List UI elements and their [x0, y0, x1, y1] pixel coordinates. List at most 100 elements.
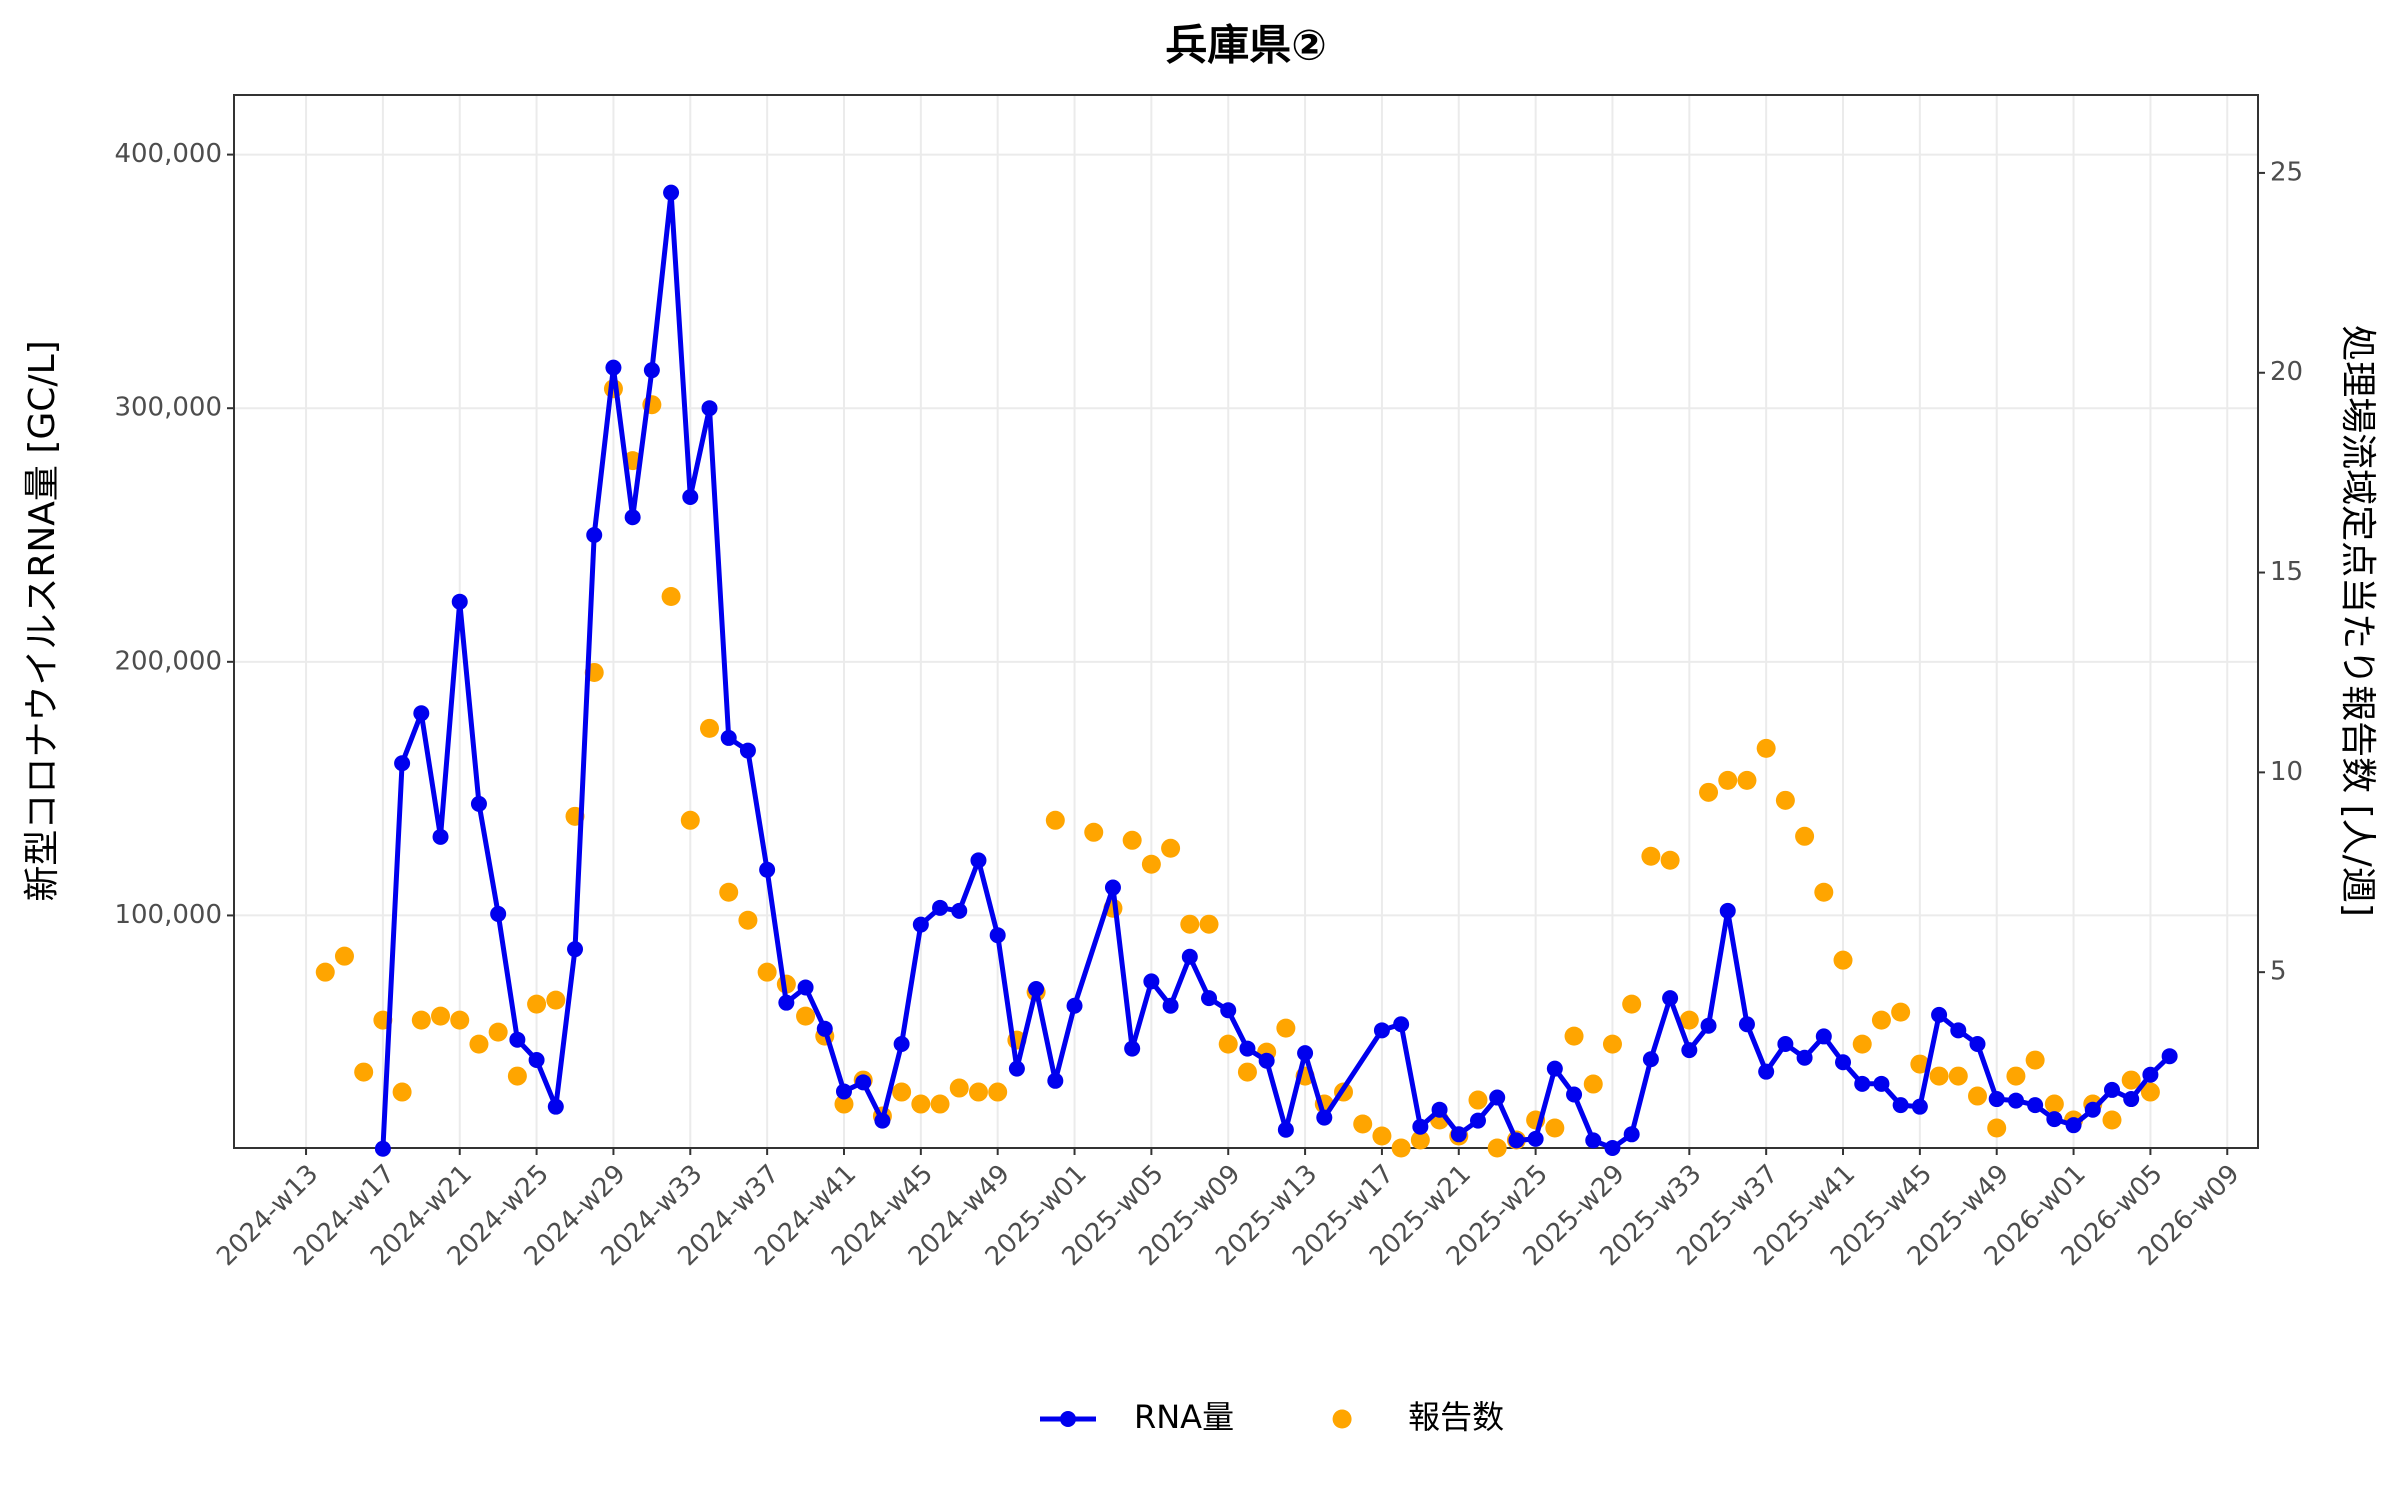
rna-point	[1258, 1052, 1275, 1069]
rna-point	[2084, 1101, 2101, 1118]
report-point	[949, 1078, 969, 1098]
rna-point	[932, 899, 949, 916]
rna-point	[663, 184, 680, 201]
rna-point	[490, 905, 507, 922]
rna-point	[1854, 1075, 1871, 1092]
rna-point	[701, 400, 718, 417]
rna-point	[1969, 1036, 1986, 1053]
report-point	[1948, 1066, 1968, 1086]
report-point	[1583, 1074, 1603, 1094]
legend-label: 報告数	[1408, 1398, 1504, 1436]
report-point	[1737, 770, 1757, 790]
rna-point	[1738, 1016, 1755, 1033]
report-point	[1141, 854, 1161, 874]
report-point	[1852, 1034, 1872, 1054]
y2-tick-label: 10	[2270, 757, 2303, 787]
rna-point	[682, 488, 699, 505]
report-point	[354, 1062, 374, 1082]
rna-point	[2046, 1111, 2063, 1128]
report-point	[1679, 1010, 1699, 1030]
rna-point	[1623, 1126, 1640, 1143]
rna-point	[547, 1098, 564, 1115]
rna-point	[720, 729, 737, 746]
report-point	[1795, 826, 1815, 846]
report-point	[1891, 1002, 1911, 1022]
rna-point	[1950, 1022, 1967, 1039]
rna-point	[1124, 1040, 1141, 1057]
report-point	[968, 1082, 988, 1102]
rna-point	[855, 1074, 872, 1091]
rna-point	[1662, 990, 1679, 1007]
report-point	[1372, 1126, 1392, 1146]
rna-point	[951, 902, 968, 919]
y2-tick-label: 5	[2270, 957, 2287, 987]
y-axis-title: 新型コロナウイルスRNA量 [GC/L]	[22, 340, 63, 901]
report-point	[1814, 882, 1834, 902]
report-point	[469, 1034, 489, 1054]
rna-point	[1758, 1063, 1775, 1080]
rna-point	[2161, 1048, 2178, 1065]
legend-label: RNA量	[1134, 1398, 1234, 1436]
report-point	[1161, 838, 1181, 858]
rna-point	[1719, 902, 1736, 919]
rna-point	[797, 979, 814, 996]
chart-title: 兵庫県②	[1165, 21, 1327, 70]
report-point	[1410, 1130, 1430, 1150]
rna-point	[989, 927, 1006, 944]
rna-point	[1450, 1126, 1467, 1143]
report-point	[1929, 1066, 1949, 1086]
report-point	[2102, 1110, 2122, 1130]
rna-point	[1527, 1130, 1544, 1147]
report-point	[546, 990, 566, 1010]
report-point	[1276, 1018, 1296, 1038]
rna-point	[1931, 1006, 1948, 1023]
report-point	[450, 1010, 470, 1030]
report-point	[1718, 770, 1738, 790]
report-point	[796, 1006, 816, 1026]
report-point	[1487, 1138, 1507, 1158]
report-point	[1756, 738, 1776, 758]
rna-point	[643, 362, 660, 379]
report-point	[1468, 1090, 1488, 1110]
report-point	[1353, 1114, 1373, 1134]
rna-point	[1777, 1036, 1794, 1053]
report-point	[392, 1082, 412, 1102]
report-point	[1871, 1010, 1891, 1030]
report-point	[988, 1082, 1008, 1102]
rna-point	[586, 527, 603, 544]
rna-point	[778, 994, 795, 1011]
rna-point	[970, 852, 987, 869]
y2-tick-label: 20	[2270, 357, 2303, 387]
rna-point	[759, 861, 776, 878]
rna-point	[1277, 1121, 1294, 1138]
rna-point	[624, 509, 641, 526]
report-point	[488, 1022, 508, 1042]
rna-point	[835, 1083, 852, 1100]
rna-point	[1047, 1072, 1064, 1089]
rna-point	[1297, 1045, 1314, 1062]
report-point	[757, 962, 777, 982]
report-point	[315, 962, 335, 982]
rna-point	[470, 795, 487, 812]
rna-point	[1508, 1132, 1525, 1149]
rna-point	[1566, 1086, 1583, 1103]
rna-point	[374, 1140, 391, 1157]
y-tick-label: 400,000	[114, 139, 222, 169]
rna-point	[1642, 1051, 1659, 1068]
rna-point	[1585, 1132, 1602, 1149]
report-point	[334, 946, 354, 966]
rna-point	[1546, 1060, 1563, 1077]
report-point	[1218, 1034, 1238, 1054]
rna-point	[394, 755, 411, 772]
report-point	[411, 1010, 431, 1030]
rna-point	[567, 941, 584, 958]
rna-point	[1008, 1060, 1025, 1077]
report-point	[1968, 1086, 1988, 1106]
y-tick-label: 200,000	[114, 646, 222, 676]
rna-point	[1700, 1017, 1717, 1034]
report-point	[1833, 950, 1853, 970]
rna-point	[1431, 1101, 1448, 1118]
rna-point	[432, 828, 449, 845]
